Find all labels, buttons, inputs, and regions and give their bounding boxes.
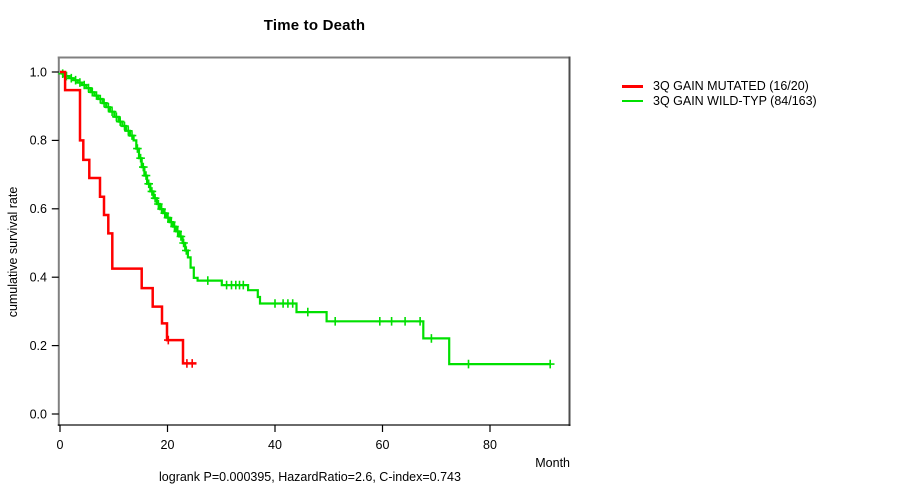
chart-title: Time to Death [263,17,366,34]
stats-annotation: logrank P=0.000395, HazardRatio=2.6, C-i… [159,470,461,484]
legend-line-red [622,85,643,88]
survival-curve-3q-gain-mutated-16-20 [60,70,197,365]
y-tick-label: 0.0 [30,407,47,421]
x-tick-label: 80 [483,438,497,452]
y-tick-label: 0.4 [30,271,47,285]
y-tick-label: 0.2 [30,339,47,353]
censor-marks-3q-gain-mutated-16-20 [164,335,197,368]
x-axis-label: Month [535,456,570,470]
y-axis-label: cumulative survival rate [6,186,20,318]
censor-marks-3q-gain-wild-typ-84-163 [58,69,555,369]
x-tick-label: 60 [376,438,390,452]
y-tick-label: 0.8 [30,134,47,148]
legend-label-wildtype: 3Q GAIN WILD-TYP (84/163) [653,93,817,108]
legend-label-mutated: 3Q GAIN MUTATED (16/20) [653,79,809,93]
legend-item-wildtype: 3Q GAIN WILD-TYP (84/163) [622,94,817,109]
x-tick-label: 40 [268,438,282,452]
survival-curve-3q-gain-wild-typ-84-163 [60,70,551,366]
legend: 3Q GAIN MUTATED (16/20) 3Q GAIN WILD-TYP… [622,79,817,108]
y-tick-label: 1.0 [30,65,47,79]
legend-item-mutated: 3Q GAIN MUTATED (16/20) [622,79,817,94]
y-tick-label: 0.6 [30,202,47,216]
x-tick-label: 0 [57,438,64,452]
x-tick-label: 20 [161,438,175,452]
legend-line-green [622,99,643,102]
